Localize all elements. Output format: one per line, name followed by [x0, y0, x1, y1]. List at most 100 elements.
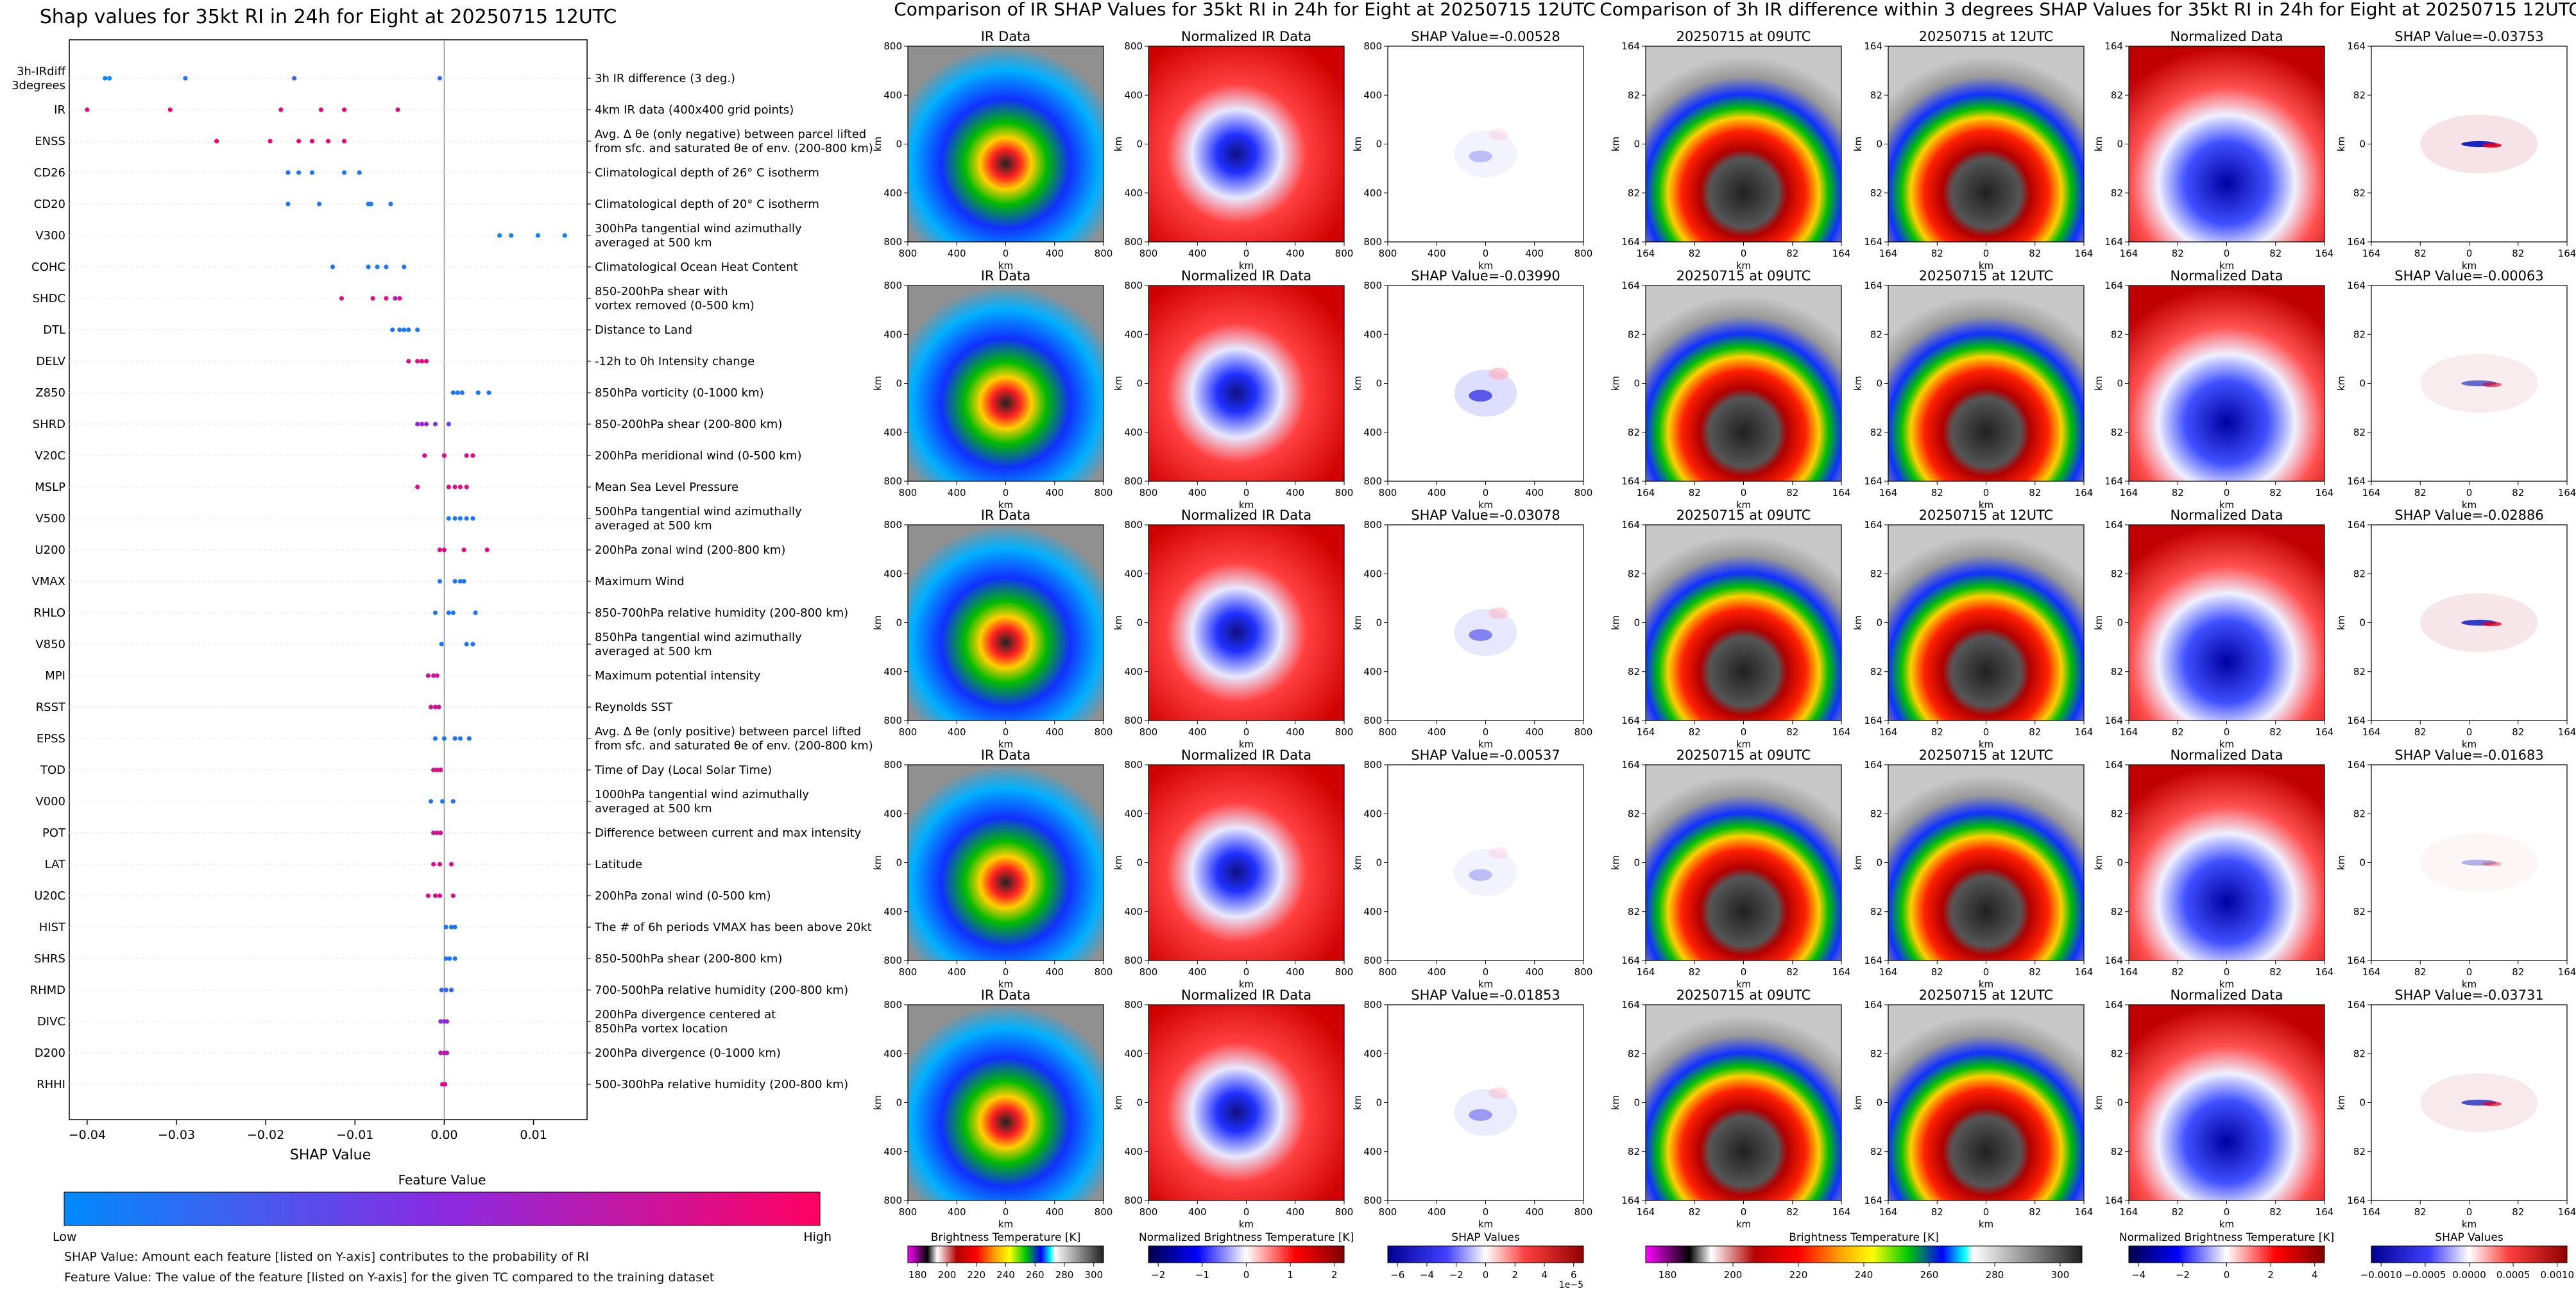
- x-tick-label: 400: [1045, 1206, 1064, 1218]
- x-tick-label: 800: [1139, 248, 1158, 259]
- x-tick-label: 800: [899, 726, 917, 738]
- y-axis-label: km: [2335, 615, 2347, 630]
- y-tick-label: 400: [883, 906, 902, 918]
- shap-point: [432, 736, 438, 741]
- shap-point: [470, 516, 475, 521]
- y-tick-label: 82: [1628, 1146, 1640, 1157]
- shap-blob: [1469, 629, 1492, 641]
- y-tick-label: 400: [1363, 666, 1382, 678]
- shap-point: [432, 704, 438, 710]
- colorbar-tick-label: −4: [1420, 1269, 1434, 1281]
- y-tick-label: 800: [883, 759, 902, 771]
- feature-description: 850-700hPa relative humidity (200-800 km…: [595, 606, 848, 620]
- feature-label: V20C: [35, 449, 65, 463]
- colorbar-tick-label: 2: [2267, 1269, 2274, 1281]
- x-tick-label: 82: [1931, 1206, 1943, 1218]
- y-tick-label: 800: [883, 475, 902, 487]
- image-panel: [908, 765, 1104, 960]
- x-tick-label: 164: [2362, 248, 2381, 259]
- panel-title: IR Data: [981, 987, 1031, 1003]
- shap-blob: [2420, 833, 2538, 892]
- feature-description: Mean Sea Level Pressure: [595, 481, 738, 494]
- x-tick-label: 800: [1139, 726, 1158, 738]
- shap-point: [296, 139, 302, 144]
- y-tick-label: 164: [2347, 475, 2366, 487]
- y-tick-label: 800: [1124, 999, 1143, 1011]
- shap-panel-title: SHAP Value=-0.01853: [1411, 987, 1560, 1003]
- shap-point: [443, 987, 448, 993]
- y-tick-label: 800: [1363, 1195, 1382, 1206]
- y-axis-label: km: [2335, 855, 2347, 870]
- feature-description: 500hPa tangential wind azimuthally: [595, 505, 802, 518]
- y-tick-label: 800: [883, 280, 902, 291]
- shap-point: [455, 390, 460, 395]
- y-tick-label: 400: [1124, 329, 1143, 340]
- y-axis-label: km: [1852, 855, 1864, 870]
- shap-point: [388, 201, 393, 207]
- feature-description: Avg. Δ θe (only negative) between parcel…: [595, 128, 866, 141]
- y-axis-label: km: [1113, 137, 1124, 151]
- image-panel: [1646, 765, 1841, 960]
- shap-point: [316, 201, 322, 207]
- x-tick-label: 164: [1637, 487, 1655, 499]
- shap-point: [464, 484, 469, 490]
- x-tick-label: 82: [2269, 487, 2282, 499]
- x-tick-label: 0: [1243, 487, 1250, 499]
- y-tick-label: 400: [1124, 568, 1143, 579]
- colorbar-tick-label: 260: [1026, 1269, 1045, 1281]
- x-tick-label: 0.01: [520, 1128, 547, 1142]
- shap-point: [107, 76, 112, 81]
- image-panel: [908, 525, 1104, 721]
- feature-description: 850hPa tangential wind azimuthally: [595, 631, 802, 644]
- x-tick-label: 164: [1637, 248, 1655, 259]
- x-tick-label: 164: [2120, 726, 2138, 738]
- x-tick-label: 800: [1379, 487, 1397, 499]
- chart-title: Shap values for 35kt RI in 24h for Eight…: [40, 6, 617, 28]
- x-axis-label: km: [1736, 738, 1751, 750]
- x-tick-label: 164: [1879, 487, 1898, 499]
- shap-point: [466, 736, 472, 741]
- x-tick-label: 82: [1689, 248, 1701, 259]
- x-tick-label: 82: [2414, 1206, 2427, 1218]
- y-tick-label: 400: [1363, 329, 1382, 340]
- x-tick-label: 82: [2414, 487, 2427, 499]
- feature-label: RHLO: [33, 606, 65, 620]
- y-tick-label: 800: [883, 519, 902, 531]
- y-tick-label: 82: [2353, 329, 2366, 340]
- x-axis-label: km: [1239, 260, 1254, 271]
- x-tick-label: 0: [1483, 726, 1489, 738]
- x-tick-label: 164: [2558, 1206, 2576, 1218]
- feature-label: DELV: [36, 355, 65, 368]
- panel-title: Normalized IR Data: [1181, 747, 1311, 763]
- x-tick-label: 82: [1931, 248, 1943, 259]
- x-tick-label: 400: [1045, 966, 1064, 978]
- shap-point: [423, 359, 429, 364]
- x-tick-label: 164: [2316, 1206, 2334, 1218]
- x-tick-label: 800: [1574, 1206, 1593, 1218]
- x-tick-label: 82: [1689, 726, 1701, 738]
- colorbar-tick-label: 2: [1512, 1269, 1518, 1281]
- feature-description: Reynolds SST: [595, 701, 673, 714]
- y-tick-label: 800: [883, 236, 902, 248]
- x-tick-label: 400: [948, 1206, 966, 1218]
- shap-point: [464, 453, 469, 458]
- y-axis-label: km: [872, 137, 883, 151]
- shap-point: [437, 547, 443, 552]
- y-tick-label: 400: [883, 89, 902, 101]
- x-tick-label: 164: [1832, 966, 1851, 978]
- y-tick-label: 0: [1136, 139, 1143, 150]
- y-axis-label: km: [2093, 137, 2104, 151]
- y-tick-label: 82: [1870, 906, 1882, 918]
- x-tick-label: 400: [948, 248, 966, 259]
- shap-point: [368, 201, 373, 207]
- shap-point: [431, 673, 436, 678]
- x-axis-label: km: [1979, 1218, 1993, 1230]
- y-tick-label: 800: [883, 999, 902, 1011]
- shap-point: [452, 579, 457, 584]
- x-axis-label: km: [1239, 978, 1254, 990]
- shap-point: [423, 422, 429, 427]
- y-tick-label: 400: [1363, 1146, 1382, 1157]
- x-tick-label: 82: [2029, 726, 2041, 738]
- y-tick-label: 82: [2111, 1048, 2123, 1059]
